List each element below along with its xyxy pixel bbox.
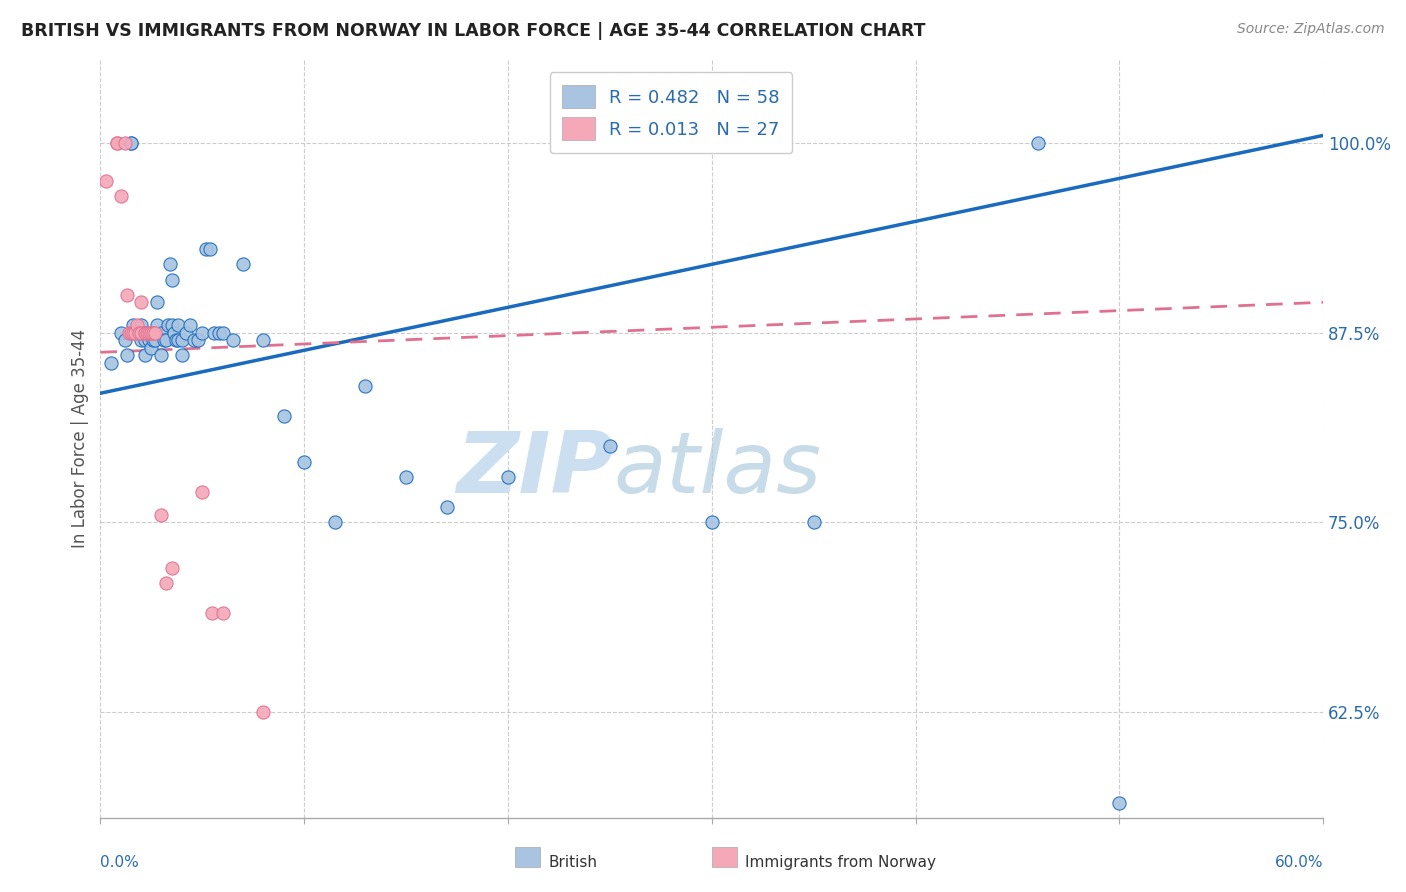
Point <box>166 318 188 332</box>
Point <box>170 348 193 362</box>
Point <box>191 484 214 499</box>
Point <box>115 287 138 301</box>
Point <box>1026 136 1049 150</box>
Point <box>115 348 138 362</box>
Point <box>146 318 169 332</box>
Text: Source: ZipAtlas.com: Source: ZipAtlas.com <box>1237 22 1385 37</box>
Point <box>105 136 128 150</box>
Point <box>155 333 177 347</box>
Point <box>146 295 169 310</box>
Point <box>170 333 193 347</box>
Point <box>183 333 205 347</box>
Point <box>700 515 723 529</box>
Point <box>354 378 377 392</box>
Point <box>292 454 315 468</box>
Point <box>142 326 165 340</box>
Point <box>187 333 209 347</box>
Point <box>110 189 132 203</box>
Point <box>179 318 201 332</box>
Point <box>150 326 173 340</box>
Point <box>129 318 152 332</box>
Point <box>165 333 187 347</box>
Point <box>155 575 177 590</box>
Point <box>252 705 274 719</box>
Point <box>129 295 152 310</box>
Point <box>150 348 173 362</box>
Point <box>273 409 295 423</box>
Point <box>142 333 165 347</box>
Point <box>160 560 183 574</box>
Point <box>134 326 156 340</box>
Point <box>200 242 222 256</box>
Text: ZIP: ZIP <box>457 427 614 510</box>
Point <box>100 356 122 370</box>
Legend: R = 0.482   N = 58, R = 0.013   N = 27: R = 0.482 N = 58, R = 0.013 N = 27 <box>550 72 793 153</box>
Text: BRITISH VS IMMIGRANTS FROM NORWAY IN LABOR FORCE | AGE 35-44 CORRELATION CHART: BRITISH VS IMMIGRANTS FROM NORWAY IN LAB… <box>21 22 925 40</box>
Point <box>159 257 181 271</box>
Point <box>145 326 167 340</box>
Point <box>134 326 156 340</box>
Point <box>120 326 142 340</box>
Point <box>150 508 173 522</box>
Point <box>118 326 141 340</box>
Point <box>436 500 458 514</box>
Point <box>145 333 167 347</box>
Point <box>204 326 226 340</box>
Point <box>163 326 186 340</box>
Point <box>129 333 152 347</box>
Point <box>110 326 132 340</box>
Point <box>125 326 148 340</box>
Point <box>395 469 418 483</box>
Point <box>125 318 148 332</box>
Point <box>141 326 163 340</box>
Point <box>174 326 197 340</box>
Point <box>232 257 254 271</box>
Point <box>207 326 229 340</box>
Text: atlas: atlas <box>614 427 823 510</box>
Point <box>129 326 152 340</box>
Point <box>160 318 183 332</box>
Point <box>211 326 233 340</box>
Text: Immigrants from Norway: Immigrants from Norway <box>745 855 936 871</box>
Point <box>141 341 163 355</box>
Text: 60.0%: 60.0% <box>1275 855 1323 871</box>
Point <box>222 333 245 347</box>
Point <box>160 272 183 286</box>
Point <box>211 606 233 620</box>
Point <box>120 136 142 150</box>
Point <box>201 606 224 620</box>
Text: 0.0%: 0.0% <box>100 855 139 871</box>
Point <box>128 326 150 340</box>
Point <box>166 333 188 347</box>
Point <box>195 242 218 256</box>
Point <box>156 318 179 332</box>
Point <box>122 318 145 332</box>
Point <box>323 515 346 529</box>
Point <box>96 174 118 188</box>
Point <box>138 333 160 347</box>
Point <box>120 136 142 150</box>
Point <box>114 333 136 347</box>
Point <box>114 136 136 150</box>
Point <box>136 326 159 340</box>
Point <box>252 333 274 347</box>
Point <box>191 326 214 340</box>
Point <box>124 326 146 340</box>
Y-axis label: In Labor Force | Age 35-44: In Labor Force | Age 35-44 <box>72 329 89 549</box>
Point <box>599 439 621 453</box>
Point <box>134 333 156 347</box>
Point <box>152 333 174 347</box>
Point <box>803 515 825 529</box>
Text: British: British <box>548 855 598 871</box>
Point <box>134 348 156 362</box>
Point <box>122 326 145 340</box>
Point <box>138 326 160 340</box>
Point <box>496 469 519 483</box>
Point <box>1108 796 1130 810</box>
Point <box>105 136 128 150</box>
